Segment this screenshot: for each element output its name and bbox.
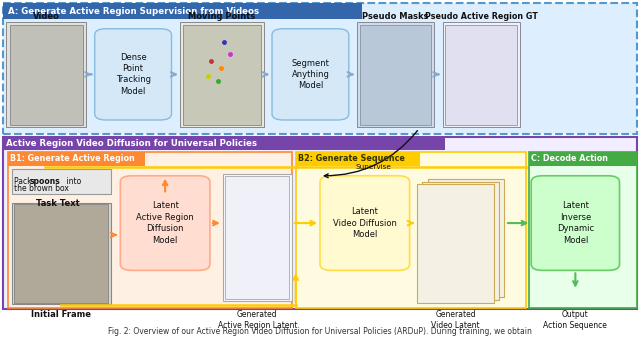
Text: the brown box: the brown box [14,184,69,193]
Bar [14,204,108,303]
Bar [225,176,289,299]
Text: B2: Generate Sequence: B2: Generate Sequence [298,154,405,163]
Text: Generated
Active Region Latent: Generated Active Region Latent [218,310,297,330]
Text: into: into [64,177,81,186]
Text: Latent
Inverse
Dynamic
Model: Latent Inverse Dynamic Model [557,201,594,245]
Text: A: Generate Active Region Supervision from Videos: A: Generate Active Region Supervision fr… [8,7,259,16]
Bar [296,152,526,308]
Bar [296,152,420,166]
Bar [183,25,261,125]
Bar [445,25,517,125]
Text: Task Text: Task Text [36,199,79,208]
FancyBboxPatch shape [95,29,172,120]
Text: spoons: spoons [29,177,60,186]
Text: Initial Frame: Initial Frame [31,310,91,319]
Text: Fig. 2: Overview of our Active Region Video Diffusion for Universal Policies (AR: Fig. 2: Overview of our Active Region Vi… [108,327,532,336]
Text: Dense
Point
Tracking
Model: Dense Point Tracking Model [116,53,150,96]
Bar [12,169,111,194]
Text: Moving Points: Moving Points [188,12,256,21]
Bar [3,3,362,19]
FancyBboxPatch shape [272,29,349,120]
Text: Latent
Active Region
Diffusion
Model: Latent Active Region Diffusion Model [136,201,194,245]
Bar [428,179,504,297]
Text: Pseudo Active Region GT: Pseudo Active Region GT [425,12,538,21]
FancyBboxPatch shape [320,176,410,270]
Text: Video: Video [33,12,60,21]
Bar [6,22,86,127]
Bar [417,184,494,303]
Text: Latent
Video Diffusion
Model: Latent Video Diffusion Model [333,207,397,239]
Bar [8,152,292,308]
Bar [180,22,264,127]
Bar [360,25,431,125]
Bar [529,152,637,166]
Bar [357,22,434,127]
Bar [10,25,83,125]
Text: Pseudo Masks: Pseudo Masks [362,12,429,21]
FancyBboxPatch shape [531,176,620,270]
Text: Supervise: Supervise [355,164,391,170]
Text: B1: Generate Active Region: B1: Generate Active Region [10,154,135,163]
Bar [422,182,499,300]
Bar [8,152,145,166]
Bar [3,3,637,134]
Text: Generated
Video Latent: Generated Video Latent [431,310,480,330]
Bar [443,22,520,127]
Bar [3,137,637,309]
FancyBboxPatch shape [120,176,210,270]
Text: Active Region Video Diffusion for Universal Policies: Active Region Video Diffusion for Univer… [6,139,257,148]
Bar [3,137,445,150]
Bar [529,152,637,308]
Bar [223,174,292,301]
Text: Pack: Pack [14,177,34,186]
Bar [12,203,111,304]
Text: Output
Action Sequence: Output Action Sequence [543,310,607,330]
Text: C: Decode Action: C: Decode Action [531,154,608,163]
Text: Segment
Anything
Model: Segment Anything Model [291,59,330,90]
